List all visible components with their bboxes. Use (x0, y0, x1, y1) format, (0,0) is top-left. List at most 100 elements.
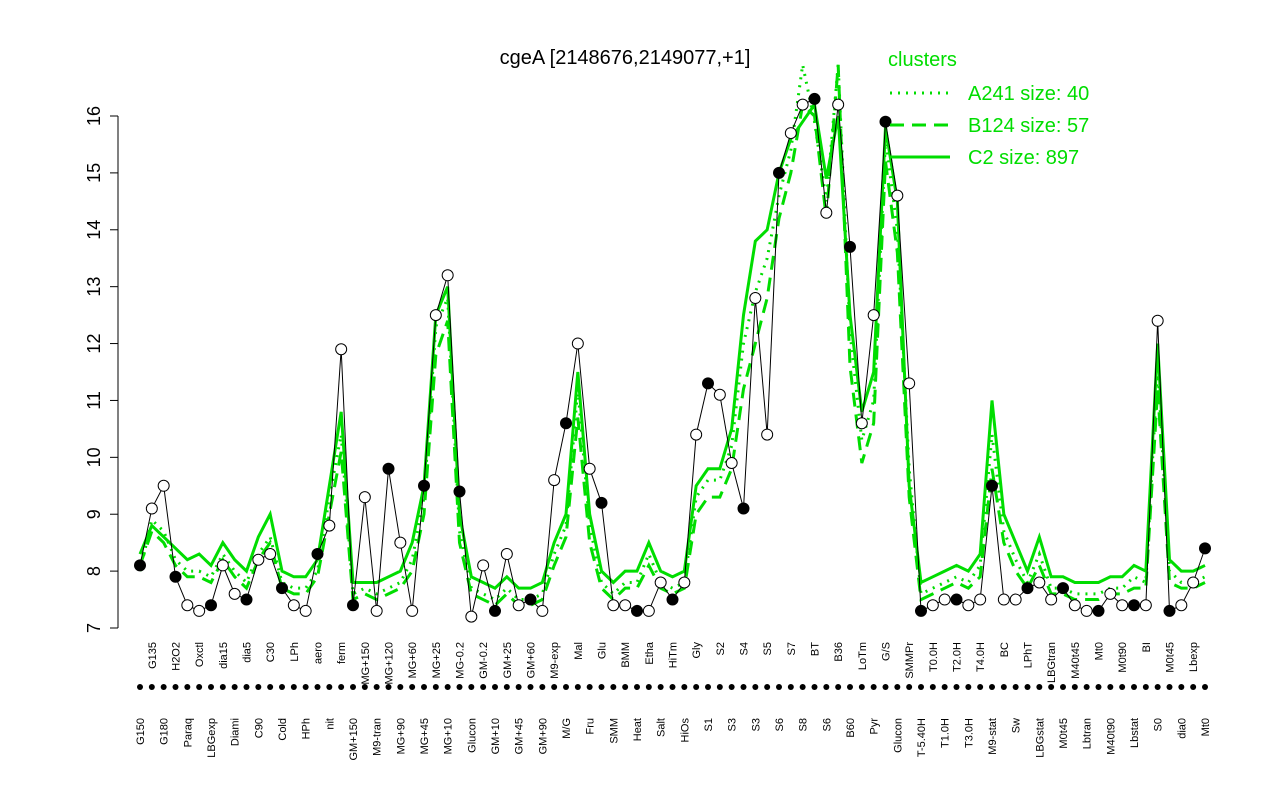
x-tick-label: LBGstat (1034, 718, 1046, 758)
rug-dot (598, 684, 605, 690)
x-tick-label: S6 (774, 718, 786, 731)
x-tick-label: Lbtran (1082, 718, 1094, 749)
rug-dot (279, 684, 285, 690)
x-tick-label: Mt0 (1200, 718, 1212, 736)
point (571, 337, 584, 350)
x-tick-label: Oxctl (194, 642, 206, 667)
x-tick-label: MG+90 (395, 718, 407, 754)
point (311, 548, 324, 561)
point (583, 462, 596, 475)
point (358, 491, 371, 504)
rug-dot (1190, 684, 1197, 690)
rug-dot (361, 684, 368, 690)
point (169, 570, 182, 583)
point (855, 417, 868, 430)
rug-dot (243, 684, 250, 690)
point (477, 559, 490, 572)
point (725, 457, 738, 470)
x-tick-label: M/G (561, 718, 573, 739)
rug-dot (645, 684, 652, 690)
point (145, 502, 158, 515)
rug-dot (941, 684, 948, 690)
rug-dot (503, 684, 510, 690)
x-tick-label: GM+90 (537, 718, 549, 754)
x-tick-label: HPh (301, 718, 313, 739)
rug-dot (953, 684, 960, 690)
rug-dot (290, 684, 297, 690)
x-tick-label: BC (999, 642, 1011, 657)
point (157, 479, 170, 492)
rug-dot (1083, 684, 1090, 690)
point (394, 536, 407, 549)
point (879, 115, 892, 128)
x-tick-label: Gly (691, 642, 703, 659)
x-tick-label: T3.0H (963, 718, 975, 748)
rug-dot (444, 684, 451, 690)
x-tick-label: M9-tran (372, 718, 384, 756)
rug-dot (350, 684, 356, 690)
rug-dot (480, 684, 487, 690)
rug-dot (208, 684, 214, 690)
rug-dot (894, 684, 901, 690)
point (690, 428, 703, 441)
point (512, 599, 525, 612)
rug-dot (314, 684, 321, 690)
point (406, 604, 419, 617)
point (761, 428, 774, 441)
x-tick-label: Diami (230, 718, 242, 746)
x-tick-label: M9-exp (549, 642, 561, 679)
x-tick-label: Glucon (892, 718, 904, 753)
x-tick-label: Glu (597, 642, 609, 659)
rug-dot (1060, 684, 1066, 690)
point (347, 599, 359, 612)
point (193, 604, 206, 617)
rug-dot (385, 684, 392, 690)
x-tick-label: Paraq (182, 718, 194, 747)
point (264, 548, 277, 561)
rug-dot (397, 684, 404, 690)
x-tick-label: dia0 (1176, 718, 1188, 739)
rug-dot (1178, 684, 1185, 690)
point (1187, 576, 1200, 589)
rug-dot (148, 684, 155, 690)
x-tick-label: G180 (159, 718, 171, 745)
point (1009, 593, 1022, 606)
x-tick-label: M0t90 (1117, 642, 1129, 673)
rug-dot (421, 684, 427, 690)
x-tick-label: Pyr (869, 718, 881, 735)
x-tick-label: B36 (833, 642, 845, 662)
cluster-line (138, 100, 1206, 590)
rug-dot (1036, 684, 1043, 690)
point (1175, 599, 1188, 612)
rug-dot (835, 684, 842, 690)
point (524, 593, 537, 606)
x-tick-label: GM+60 (526, 642, 538, 678)
rug-dot (882, 684, 889, 690)
rug-dot (965, 684, 972, 690)
x-tick-label: T-5.40H (916, 718, 928, 757)
rug-dot (527, 684, 534, 690)
rug-dot (219, 684, 226, 690)
rug-dot (231, 684, 238, 690)
point (465, 610, 478, 623)
rug-dot (858, 684, 865, 690)
rug-dot (563, 684, 569, 690)
x-tick-label: GM+10 (490, 718, 502, 754)
x-tick-label: S7 (786, 642, 798, 655)
point (1163, 604, 1176, 617)
x-tick-label: S5 (762, 642, 774, 655)
legend-label: C2 size: 897 (968, 147, 1079, 169)
rug-dot (634, 684, 640, 690)
x-tick-label: S0 (1153, 718, 1165, 731)
x-tick-label: M40t45 (1070, 642, 1082, 679)
rug-dot (1095, 684, 1102, 690)
x-tick-label: LPhT (1023, 642, 1035, 669)
point (796, 98, 809, 111)
x-tick-label: Sw (1011, 718, 1023, 733)
rug-dot (918, 684, 924, 690)
point (938, 593, 951, 606)
x-tick-label: GM+45 (514, 718, 526, 754)
rug-dot (1107, 684, 1114, 690)
rug-dot (373, 684, 380, 690)
